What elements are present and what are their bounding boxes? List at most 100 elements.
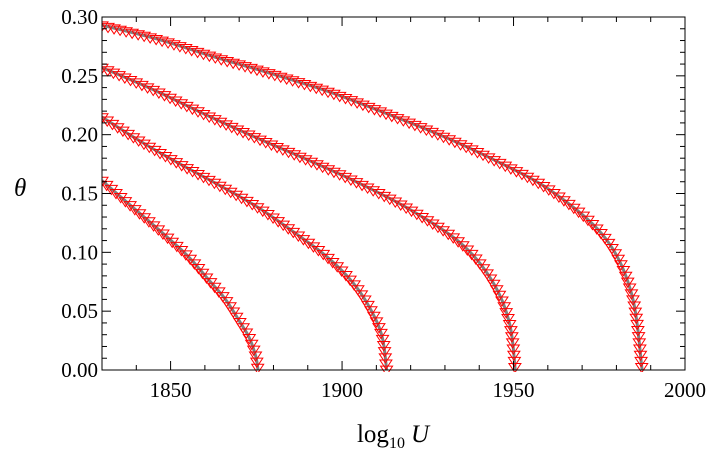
data-point (630, 326, 645, 337)
data-point (218, 184, 233, 196)
data-point (556, 196, 571, 207)
data-point (315, 162, 330, 174)
data-point (377, 347, 392, 358)
data-point (375, 334, 390, 346)
data-point (373, 107, 388, 118)
data-point (102, 63, 109, 75)
data-point (497, 302, 512, 313)
data-point (425, 219, 440, 230)
data-point (102, 22, 115, 34)
data-point (338, 94, 353, 105)
data-point (371, 189, 386, 200)
data-point (244, 63, 258, 75)
y-axis-title: θ (14, 175, 26, 202)
data-point (388, 197, 403, 209)
data-point (303, 81, 318, 93)
data-point (179, 101, 194, 113)
data-point (355, 180, 369, 192)
data-point (276, 220, 291, 232)
data-point (624, 289, 639, 300)
data-point (361, 102, 376, 114)
data-point (229, 312, 244, 324)
data-point (208, 53, 223, 64)
plot-frame (101, 16, 686, 371)
data-point (357, 295, 372, 307)
data-point (344, 96, 359, 107)
x-axis-title-sub: 10 (389, 435, 405, 452)
data-point (158, 152, 173, 163)
data-point (285, 76, 300, 87)
data-point (296, 235, 311, 246)
data-point (155, 36, 170, 48)
data-point (566, 203, 581, 215)
data-point (632, 344, 647, 355)
data-point (112, 71, 127, 82)
data-point (492, 158, 507, 170)
data-point (178, 44, 193, 55)
data-point (137, 31, 152, 43)
data-point (142, 142, 157, 154)
data-point (292, 152, 307, 164)
data-point (248, 351, 263, 363)
data-point (374, 328, 388, 340)
data-point (281, 147, 296, 159)
x-tick-label: 2000 (664, 378, 706, 402)
data-point (404, 206, 419, 218)
data-point (350, 98, 365, 109)
data-point (419, 125, 434, 137)
data-point (191, 169, 205, 181)
data-point (366, 311, 381, 323)
data-point (377, 191, 392, 203)
data-point (372, 323, 386, 334)
series-line-2 (102, 115, 389, 371)
data-point (229, 190, 244, 202)
data-point (499, 308, 514, 319)
y-tick-label: 0.25 (61, 64, 98, 88)
data-point (129, 78, 144, 89)
data-point (250, 363, 265, 372)
data-point (503, 164, 518, 175)
data-point (616, 265, 631, 277)
data-point (153, 148, 167, 160)
data-point (102, 113, 109, 124)
data-point (172, 42, 187, 53)
data-point (366, 186, 381, 197)
data-point (267, 70, 282, 82)
data-point (143, 33, 158, 44)
data-point (622, 283, 637, 294)
data-point (232, 318, 247, 329)
data-point (275, 145, 290, 156)
x-tick-label: 1850 (150, 378, 192, 402)
y-tick-label: 0.30 (61, 5, 98, 29)
data-point (244, 339, 259, 351)
data-point (127, 205, 142, 216)
data-point (630, 319, 645, 331)
data-point (117, 73, 132, 84)
data-point (505, 338, 520, 349)
data-point (258, 138, 273, 149)
data-point (631, 332, 646, 343)
data-point (487, 156, 502, 167)
data-point (219, 297, 234, 308)
data-point (464, 145, 479, 156)
data-point (163, 93, 178, 105)
data-point (436, 226, 451, 237)
series-line-1 (102, 179, 260, 371)
data-point (326, 89, 341, 101)
data-point (102, 66, 115, 77)
data-point (264, 140, 279, 152)
data-point (131, 136, 146, 147)
data-point (287, 150, 302, 161)
data-point (246, 345, 261, 357)
data-point (147, 145, 162, 157)
data-point (504, 332, 519, 343)
data-point (629, 313, 644, 325)
data-point (113, 25, 128, 37)
data-point (515, 169, 529, 181)
data-point (291, 231, 306, 242)
data-point (399, 203, 414, 215)
tick-labels: 0.00 0.05 0.10 0.15 0.20 0.25 0.30 1850 1900 1950… (61, 5, 706, 402)
data-point (273, 72, 288, 84)
data-point (632, 338, 647, 349)
data-point (184, 45, 199, 57)
